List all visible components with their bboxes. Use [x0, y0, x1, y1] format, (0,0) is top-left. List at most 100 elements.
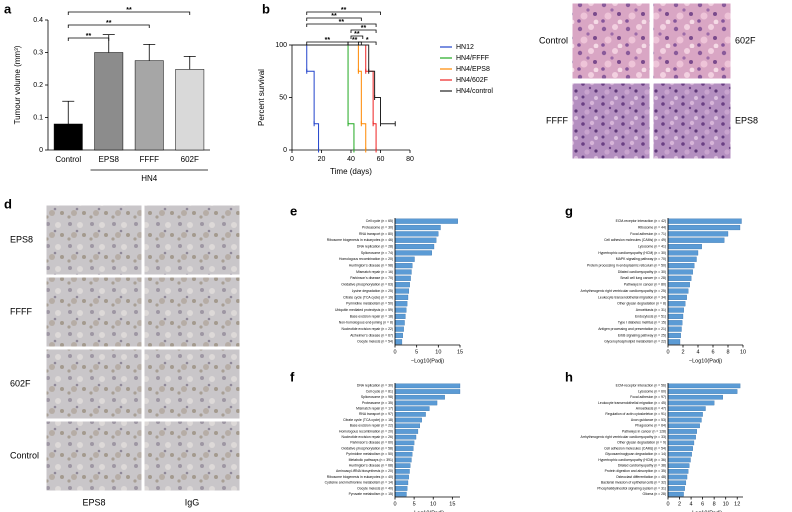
category-label: Mismatch repair (n = 16)	[356, 270, 393, 274]
panel-letter: a	[4, 1, 12, 16]
category-label: Lysine degradation (n = 25)	[352, 289, 393, 293]
significance-label: **	[352, 37, 358, 44]
bar	[394, 383, 461, 389]
bar	[667, 231, 729, 237]
survival-curve	[292, 44, 396, 125]
y-tick-label: 100	[275, 42, 287, 49]
significance-label: **	[86, 33, 92, 40]
category-label: MAPK signaling pathway (n = 70)	[616, 257, 666, 261]
bar	[394, 486, 408, 491]
category-label: Ubiquitin mediated proteolysis (n = 59)	[335, 308, 393, 312]
category-label: Homologous recombination (n = 20)	[339, 429, 393, 433]
category-label: Antigen processing and presentation (n =…	[598, 327, 666, 331]
category-label: Cell cycle (n = 81)	[366, 389, 393, 393]
bar	[667, 307, 684, 313]
ihc-column-label: EPS8	[82, 497, 105, 507]
x-axis-label: −Log10(Padj)	[689, 510, 722, 512]
bar	[394, 250, 432, 256]
bar	[667, 244, 702, 250]
x-tick-label: 602F	[181, 155, 199, 164]
ihc-image	[45, 276, 143, 348]
y-tick-label: 0.2	[33, 82, 43, 89]
bar	[394, 218, 458, 224]
category-label: Osteoclast differentiation (n = 48)	[616, 475, 666, 479]
bar	[667, 457, 691, 463]
histology-label: Control	[539, 35, 568, 45]
ihc-image	[45, 348, 143, 420]
category-label: Citrate cycle (TCA cycle) (n = 18)	[343, 418, 393, 422]
x-tick-label: 0	[666, 501, 669, 507]
bar	[667, 469, 689, 474]
bar	[667, 320, 683, 326]
x-tick-label: 4	[690, 501, 693, 507]
bar	[394, 440, 415, 446]
category-label: Pathways in cancer (n = 128)	[622, 429, 666, 433]
category-label: Alzheimer's disease (n = 67)	[350, 333, 393, 337]
y-tick-label: 0	[39, 147, 43, 154]
category-label: Arrhythmogenic right ventricular cardiom…	[581, 289, 666, 293]
category-label: Cysteine and methionine metabolism (n = …	[325, 481, 393, 485]
category-label: Dilated cardiomyopathy (n = 30)	[618, 270, 666, 274]
bar	[394, 275, 411, 281]
x-tick-label: 2	[681, 349, 684, 355]
significance-bracket	[350, 35, 364, 39]
category-label: Oxidative phosphorylation (n = 58)	[341, 446, 393, 450]
x-axis-label: −Log10(Padj)	[689, 358, 722, 364]
ihc-image	[45, 204, 143, 276]
y-tick-label: 50	[279, 94, 287, 101]
category-label: Pyrimidine metabolism (n = 50)	[346, 452, 393, 456]
category-label: Pathways in cancer (n = 80)	[624, 283, 666, 287]
category-label: Protein digestion and absorption (n = 35…	[605, 469, 666, 473]
x-tick-label: 8	[726, 349, 729, 355]
x-tick-label: 8	[713, 501, 716, 507]
group-label: HN4	[141, 174, 158, 183]
histology-label: EPS8	[735, 115, 758, 125]
category-label: Pyrimidine metabolism (n = 50)	[346, 302, 393, 306]
survival-curve	[292, 44, 355, 150]
ihc-column-label: IgG	[185, 497, 200, 507]
bar	[667, 282, 690, 288]
ihc-row-label: Control	[10, 450, 39, 460]
y-tick-label: 0.3	[33, 49, 43, 56]
bar	[667, 294, 687, 300]
category-label: Base excision repair (n = 22)	[350, 424, 393, 428]
bar	[394, 412, 426, 417]
ihc-image	[143, 348, 241, 420]
category-label: Oocyte meiosis (n = 54)	[357, 340, 393, 344]
x-tick-label: 10	[430, 501, 436, 507]
bar	[667, 301, 686, 307]
x-tick-label: 10	[435, 349, 441, 355]
x-tick-label: EPS8	[99, 155, 120, 164]
x-tick-label: 0	[393, 349, 396, 355]
ihc-image	[143, 420, 241, 492]
bar	[394, 313, 406, 319]
bar	[394, 434, 417, 440]
category-label: Nucleotide excision repair (n = 26)	[341, 435, 393, 439]
histology-label: FFFF	[546, 115, 568, 125]
category-label: RNA transport (n = 80)	[359, 232, 393, 236]
error-bar	[143, 43, 156, 61]
category-label: Lysosome (n = 60)	[638, 389, 666, 393]
bar	[667, 434, 696, 440]
bar	[394, 244, 435, 250]
category-label: Endocytosis (n = 51)	[635, 314, 666, 318]
bar	[394, 288, 410, 294]
category-label: Protein processing in endoplasmic reticu…	[587, 264, 666, 268]
category-label: Other glycan degradation (n = 8)	[617, 302, 666, 306]
bar	[667, 383, 741, 389]
category-label: Leukocyte transendothelial migration (n …	[598, 295, 666, 299]
bar	[667, 389, 738, 394]
category-label: Cell adhesion molecules (CAMs) (n = 49)	[604, 238, 666, 242]
category-label: DNA replication (n = 28)	[357, 244, 393, 248]
category-label: Parkinson's disease (n = 70)	[350, 276, 393, 280]
legend-label: HN12	[456, 44, 474, 51]
category-label: Glycosaminoglycan degradation (n = 14)	[605, 452, 666, 456]
x-tick-label: 6	[701, 501, 704, 507]
category-label: Hypertrophic cardiomyopathy (HCM) (n = 3…	[598, 251, 666, 255]
y-axis-label: Percent survival	[257, 69, 266, 126]
histology-label: 602F	[735, 35, 756, 45]
survival-curve	[292, 44, 377, 150]
bar	[667, 423, 700, 429]
category-label: ECM-receptor interaction (n = 56)	[616, 384, 666, 388]
